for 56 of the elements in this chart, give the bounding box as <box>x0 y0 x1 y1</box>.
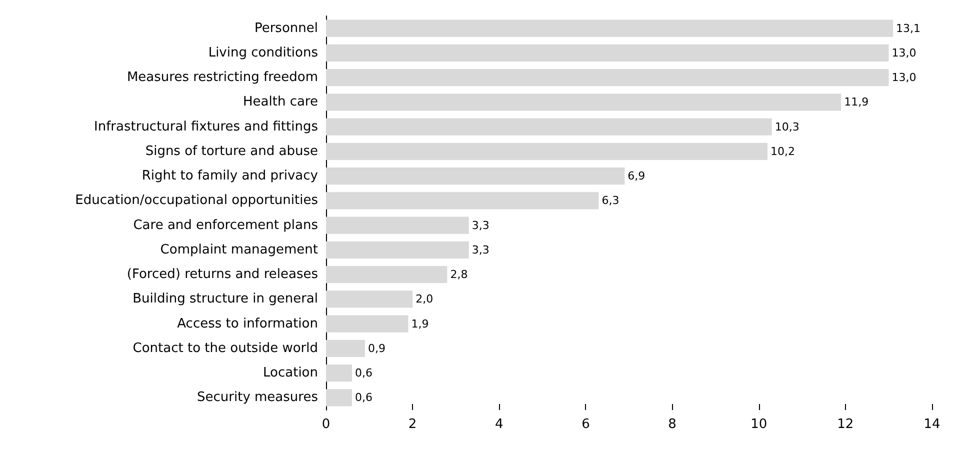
bar <box>326 20 894 37</box>
bar <box>326 290 413 308</box>
y-tick-label: Location <box>263 366 318 381</box>
y-tick-label: Education/occupational opportunities <box>75 193 318 208</box>
bar <box>326 364 352 382</box>
y-tick-label: Right to family and privacy <box>142 168 318 184</box>
data-label: 10,2 <box>770 144 796 158</box>
y-tick-label: Infrastructural fixtures and fittings <box>94 119 318 134</box>
y-tick-label: Living conditions <box>208 45 318 60</box>
y-tick-label: Complaint management <box>160 242 318 258</box>
y-tick-label: Security measures <box>197 390 318 406</box>
x-tick-label: 14 <box>924 417 940 432</box>
x-tick-label: 6 <box>582 417 590 432</box>
bar <box>326 216 469 234</box>
bar <box>326 266 448 284</box>
data-label: 3,3 <box>472 243 490 256</box>
y-tick-label: (Forced) returns and releases <box>126 267 318 282</box>
bar <box>326 118 772 136</box>
data-label: 0,6 <box>354 366 372 380</box>
y-tick-label: Measures restricting freedom <box>126 70 318 86</box>
y-tick-label: Care and enforcement plans <box>133 218 318 233</box>
bar <box>326 340 365 358</box>
bar <box>326 44 889 62</box>
data-label: 13,0 <box>892 46 916 60</box>
bar <box>326 142 768 160</box>
data-label: 11,9 <box>844 96 869 109</box>
y-tick-label: Health care <box>243 94 318 110</box>
y-tick-label: Signs of torture and abuse <box>145 144 318 159</box>
data-label: 0,6 <box>354 391 372 404</box>
x-tick-label: 12 <box>837 417 854 432</box>
bar <box>326 241 469 259</box>
x-tick-label: 4 <box>495 417 504 432</box>
x-tick-label: 10 <box>750 417 768 432</box>
bar <box>326 94 842 111</box>
bar <box>326 192 599 210</box>
x-tick-label: 0 <box>322 417 330 432</box>
data-label: 13,0 <box>892 71 916 84</box>
x-tick-label: 8 <box>668 417 676 432</box>
data-label: 3,3 <box>472 218 490 232</box>
data-label: 13,1 <box>896 22 921 35</box>
bar <box>326 389 352 406</box>
data-label: 6,3 <box>602 194 620 208</box>
x-tick-label: 2 <box>408 417 417 432</box>
y-tick-label: Building structure in general <box>132 292 318 307</box>
y-tick-label: Access to information <box>177 316 318 332</box>
data-label: 2,0 <box>416 292 434 306</box>
bar <box>326 167 625 185</box>
data-label: 6,9 <box>628 170 646 183</box>
bar <box>326 315 408 332</box>
data-label: 2,8 <box>450 268 468 282</box>
data-label: 0,9 <box>368 342 386 355</box>
data-label: 10,3 <box>774 120 800 134</box>
data-label: 1,9 <box>411 317 429 330</box>
bar <box>326 68 889 86</box>
y-tick-label: Contact to the outside world <box>132 340 318 356</box>
y-tick-label: Personnel <box>254 20 318 36</box>
